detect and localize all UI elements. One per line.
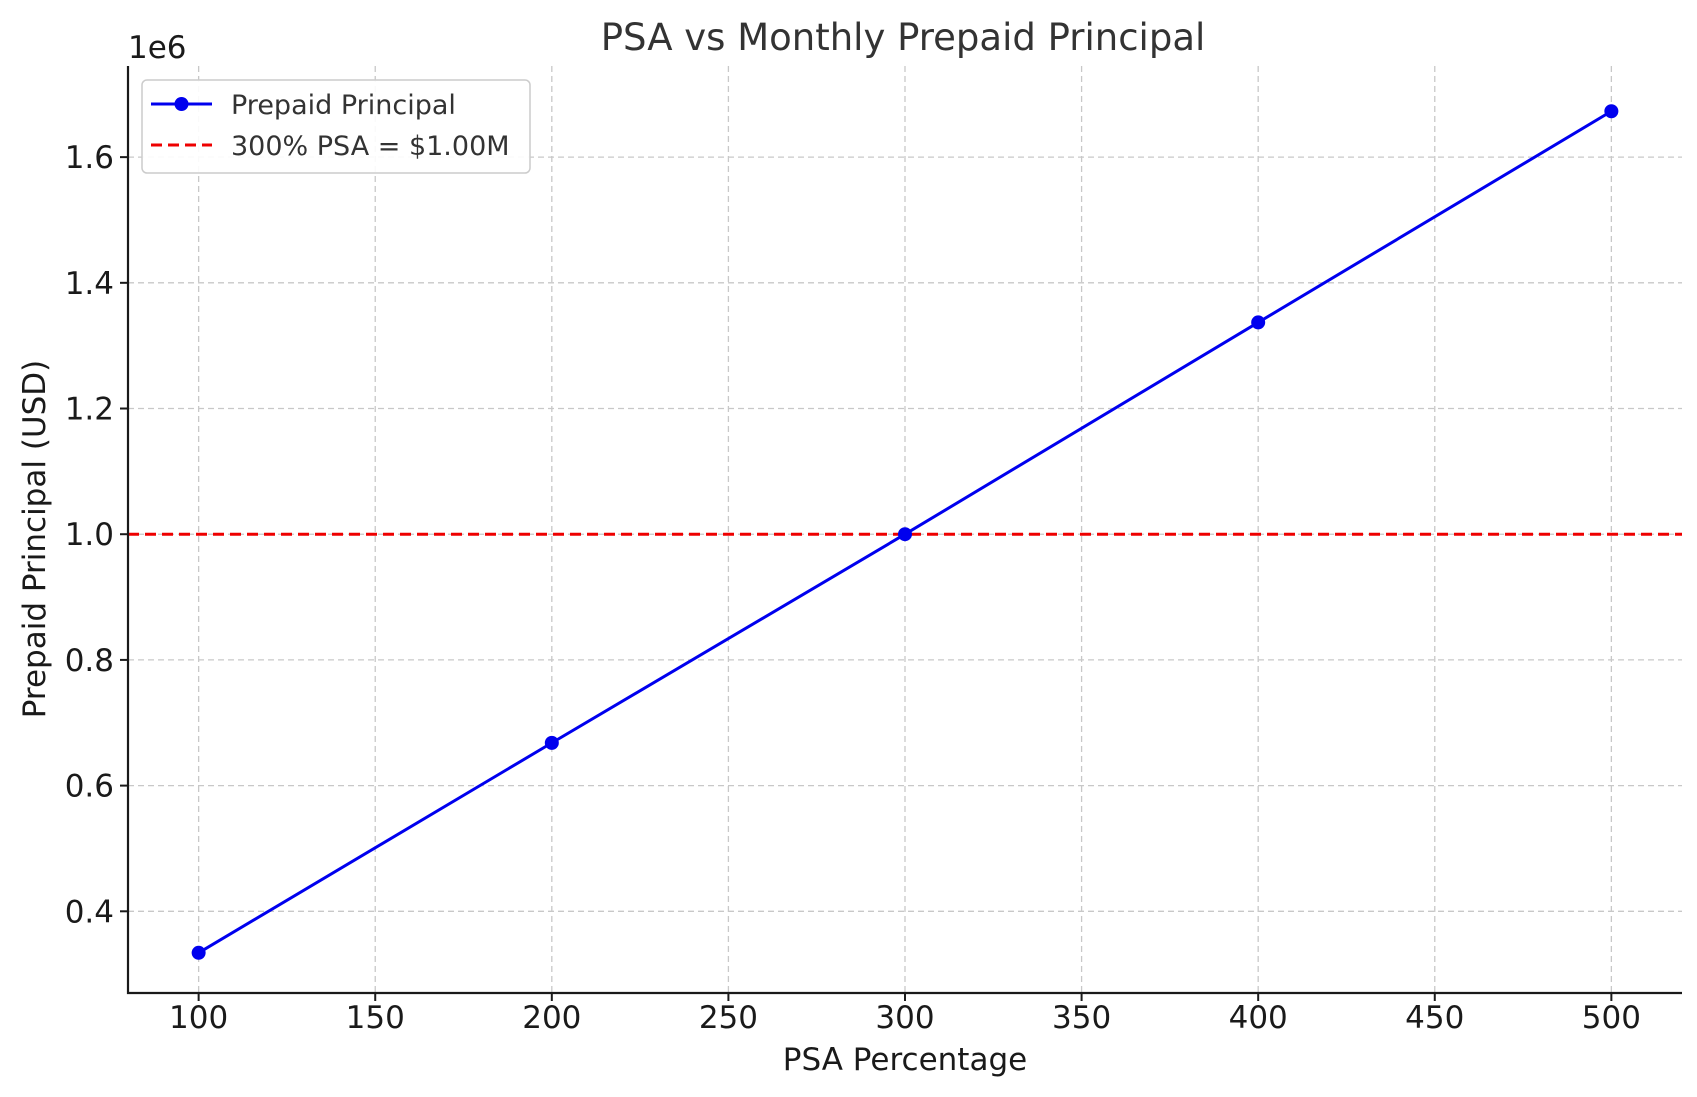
- x-tick-label-450: 450: [1405, 1000, 1464, 1036]
- x-axis-label: PSA Percentage: [783, 1042, 1027, 1078]
- y-tick-label-0.8: 0.8: [65, 643, 114, 679]
- legend-label-reference: 300% PSA = $1.00M: [231, 131, 510, 162]
- y-tick-label-1.4: 1.4: [65, 266, 114, 302]
- x-tick-label-150: 150: [346, 1000, 405, 1036]
- legend-box: [141, 79, 531, 174]
- axis-spines: [126, 66, 1682, 995]
- series: [191, 104, 1619, 960]
- y-axis-label: Prepaid Principal (USD): [17, 360, 53, 718]
- x-tick-label-500: 500: [1582, 1000, 1641, 1036]
- x-tick-label-250: 250: [699, 1000, 758, 1036]
- y-tick-label-1.6: 1.6: [65, 140, 114, 176]
- legend: Prepaid Principal 300% PSA = $1.00M: [141, 79, 531, 174]
- x-tick-label-100: 100: [169, 1000, 228, 1036]
- data-point-400: [1251, 315, 1266, 330]
- y-tick-label-0.6: 0.6: [65, 769, 114, 805]
- data-point-300: [898, 527, 912, 542]
- legend-marker-prepaid-principal: [174, 97, 189, 111]
- chart-title: PSA vs Monthly Prepaid Principal: [601, 16, 1206, 59]
- y-axis-offset-label: 1e6: [128, 30, 187, 66]
- legend-label-prepaid-principal: Prepaid Principal: [231, 90, 456, 121]
- data-point-100: [191, 945, 206, 960]
- axes: 100 150 200 250 300 350 400 450 500 0.4 0.6 0.8 1.0 1…: [65, 66, 1682, 1036]
- y-tick-label-1: 1.0: [65, 517, 114, 553]
- data-point-200: [544, 735, 559, 750]
- y-tick-label-1.2: 1.2: [65, 392, 114, 428]
- x-tick-label-400: 400: [1229, 1000, 1288, 1036]
- x-tick-label-200: 200: [522, 1000, 581, 1036]
- data-point-500: [1604, 104, 1619, 119]
- x-tick-label-300: 300: [875, 1000, 934, 1036]
- y-tick-label-0.4: 0.4: [65, 894, 114, 930]
- x-tick-label-350: 350: [1052, 1000, 1111, 1036]
